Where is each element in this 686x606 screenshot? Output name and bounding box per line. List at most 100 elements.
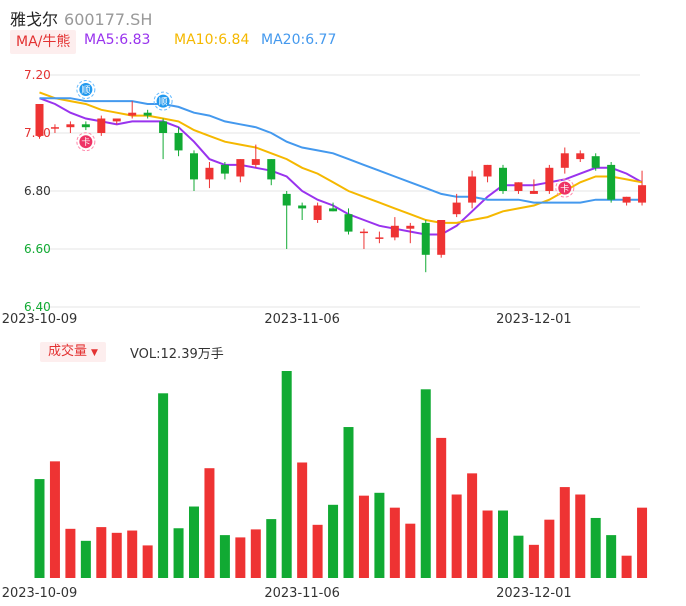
candle-body: [622, 196, 631, 203]
candle-body: [545, 167, 554, 191]
volume-bar: [219, 535, 230, 578]
volume-bar: [559, 487, 570, 578]
ma10-legend: MA10:6.84: [174, 32, 250, 48]
volume-bar: [297, 462, 308, 578]
candle-body: [437, 220, 446, 255]
candle-body: [205, 167, 214, 180]
volume-bar: [513, 535, 524, 578]
volume-indicator-button[interactable]: 成交量 ▼: [40, 342, 106, 362]
date-tick-label: 2023-10-09: [2, 312, 78, 327]
volume-readout: VOL:12.39万手: [130, 347, 224, 362]
volume-bar: [544, 519, 555, 578]
volume-bar: [158, 393, 169, 578]
candle-body: [406, 225, 415, 229]
candle-body: [375, 237, 384, 239]
candle-body: [81, 124, 90, 128]
candle-body: [143, 112, 152, 116]
candle-body: [174, 133, 183, 151]
volume-bar: [637, 507, 648, 578]
candle-body: [267, 159, 276, 180]
volume-bar: [498, 510, 508, 578]
candle-body: [35, 104, 44, 136]
date-tick-label: 2023-12-01: [496, 312, 572, 327]
dropdown-arrow-icon: ▼: [91, 348, 98, 358]
candle-body: [390, 225, 399, 238]
volume-bar: [281, 371, 292, 578]
bear-signal-marker: [79, 135, 93, 149]
candle-body: [97, 118, 106, 133]
candle-body: [638, 185, 647, 203]
volume-button-label: 成交量: [48, 344, 88, 359]
candle-body: [529, 191, 538, 194]
candle-body: [282, 193, 291, 206]
candle-body: [421, 222, 430, 255]
volume-bar: [204, 468, 215, 578]
candle-body: [483, 164, 492, 177]
volume-bar: [606, 535, 617, 578]
volume-bar: [173, 528, 184, 578]
candle-body: [607, 164, 616, 200]
signal-marker-label: 卡: [81, 136, 90, 148]
ma5-legend: MA5:6.83: [84, 32, 151, 48]
volume-bar: [420, 389, 431, 578]
stock-name: 雅戈尔: [10, 10, 59, 29]
date-tick-label: 2023-11-06: [264, 312, 340, 327]
volume-bar: [34, 479, 45, 578]
candle-body: [591, 156, 600, 168]
candle-body: [66, 124, 75, 128]
candle-body: [313, 205, 322, 220]
volume-bar: [65, 528, 76, 578]
volume-bar: [189, 506, 199, 578]
volume-bar: [467, 473, 478, 578]
volume-bar: [328, 504, 339, 578]
volume-bar: [482, 510, 493, 578]
price-tick-label: 6.40: [24, 300, 51, 314]
bear-signal-ring: [555, 178, 575, 198]
candle-body: [236, 159, 245, 177]
bull-signal-marker: [156, 94, 170, 108]
volume-bar: [451, 494, 462, 578]
bull-signal-ring: [76, 80, 96, 99]
volume-bar: [528, 544, 539, 578]
candle-body: [452, 202, 461, 215]
candle-body: [344, 214, 353, 232]
volume-bar: [590, 517, 601, 578]
price-tick-label: 6.80: [24, 184, 51, 198]
volume-bar: [111, 532, 122, 578]
candle-body: [499, 167, 507, 191]
volume-bar: [436, 437, 447, 578]
candle-body: [329, 208, 338, 212]
candle-body: [50, 127, 59, 129]
date-tick-label: 2023-12-01: [496, 586, 572, 601]
candle-body: [468, 176, 477, 203]
volume-bar: [96, 527, 107, 578]
ma20-legend: MA20:6.77: [261, 32, 337, 48]
volume-bar: [389, 507, 400, 578]
signal-marker-label: 顺: [159, 97, 168, 108]
volume-bar: [142, 545, 153, 578]
volume-bar: [127, 530, 138, 578]
stock-title: 雅戈尔 600177.SH: [10, 6, 152, 30]
volume-bar: [621, 555, 632, 578]
volume-bar: [250, 529, 261, 578]
ma20-line: [39, 97, 642, 204]
price-tick-label: 7.20: [24, 68, 51, 82]
ma-mode-button[interactable]: MA/牛熊: [10, 30, 77, 54]
signal-marker-label: 卡: [560, 183, 569, 195]
volume-bar: [235, 537, 246, 578]
candle-body: [560, 153, 569, 168]
volume-bar: [49, 461, 60, 578]
date-tick-label: 2023-10-09: [2, 586, 78, 601]
price-tick-label: 6.60: [24, 242, 51, 256]
volume-bar: [575, 494, 586, 578]
candle-body: [514, 182, 523, 191]
volume-bar: [405, 523, 416, 578]
candle-body: [128, 112, 137, 116]
candle-body: [359, 231, 368, 234]
candle-body: [112, 118, 121, 122]
candle-body: [576, 153, 585, 160]
volume-bar: [80, 540, 91, 578]
candle-body: [251, 159, 260, 165]
candle-body: [220, 164, 229, 174]
